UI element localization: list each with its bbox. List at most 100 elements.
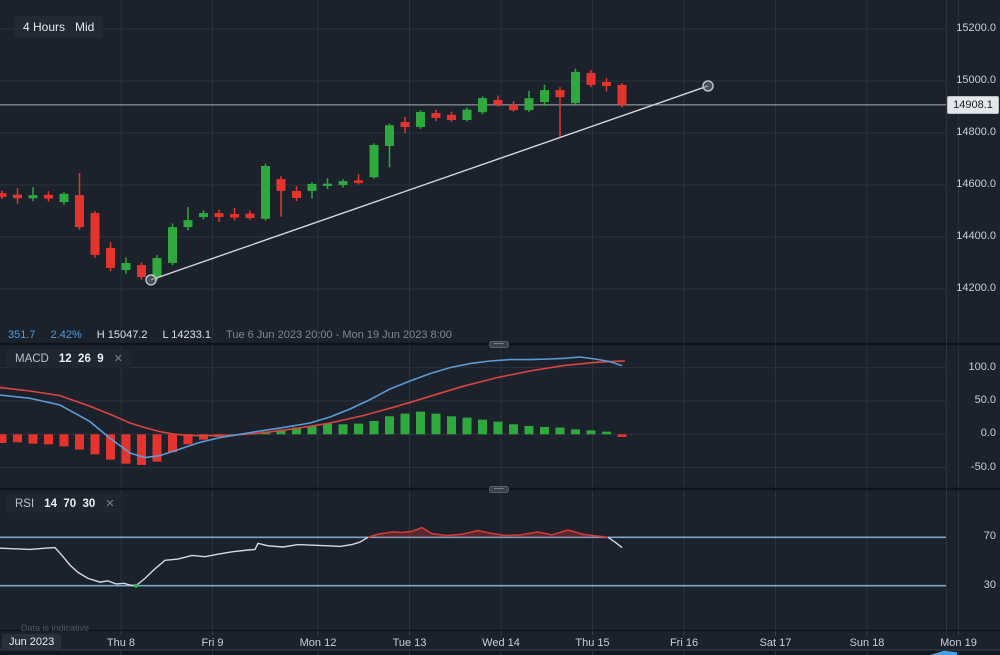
macd-histogram-bar — [586, 430, 596, 435]
macd-histogram-bar — [152, 434, 162, 462]
date-axis-label: Mon 19 — [940, 637, 977, 649]
macd-histogram-bar — [292, 427, 301, 435]
macd-panel-resize-handle[interactable] — [489, 341, 509, 348]
navigator-preview — [930, 650, 957, 655]
candle-body — [540, 90, 549, 103]
macd-histogram-bar — [602, 431, 611, 435]
candle-body — [602, 82, 611, 86]
chart-navigator[interactable] — [0, 650, 1000, 655]
macd-histogram-bar — [447, 416, 456, 435]
candle-body — [617, 84, 627, 105]
price-type-button[interactable]: Mid — [66, 16, 104, 38]
macd-histogram-bar — [571, 429, 580, 435]
macd-histogram-bar — [555, 427, 565, 435]
price-tick-label: 14200.0 — [956, 282, 996, 294]
macd-histogram-bar — [400, 413, 410, 435]
candle-body — [28, 195, 38, 199]
macd-histogram-bar — [121, 434, 131, 464]
macd-histogram-bar — [462, 417, 472, 435]
rsi-tick-label: 70 — [983, 530, 996, 543]
candle-body — [555, 90, 565, 98]
macd-histogram-bar — [75, 434, 84, 450]
rsi-line — [0, 536, 369, 587]
macd-tick-label: 0.0 — [980, 427, 996, 440]
candle-body — [59, 193, 69, 203]
macd-histogram-bar — [137, 434, 146, 465]
macd-tick-label: -50.0 — [970, 460, 996, 473]
macd-histogram-bar — [493, 421, 503, 435]
candle-body — [292, 190, 301, 198]
candle-body — [323, 183, 332, 187]
rsi-params: 14 70 30 — [44, 497, 96, 510]
macd-histogram-bar — [307, 425, 317, 435]
watermark: Data is indicative — [21, 623, 90, 633]
price-tick-label: 15000.0 — [956, 74, 996, 86]
macd-histogram-bar — [168, 434, 177, 453]
candle-body — [168, 227, 177, 263]
rsi-panel-resize-handle[interactable] — [489, 486, 509, 493]
change-value: 351.7 — [8, 329, 36, 341]
candle-body — [571, 71, 580, 104]
macd-tick-label: 50.0 — [974, 393, 996, 406]
candle-body — [354, 180, 363, 183]
candle-body — [106, 247, 115, 268]
trendline-handle-end[interactable] — [702, 80, 714, 92]
macd-tick-label: 100.0 — [968, 360, 996, 373]
candle-body — [586, 72, 596, 85]
macd-histogram-bar — [540, 426, 549, 435]
candle-body — [524, 98, 534, 111]
macd-close-icon[interactable]: ✕ — [113, 353, 123, 365]
macd-histogram-bar — [431, 413, 441, 435]
rsi-signal-dot — [134, 583, 138, 588]
macd-line — [0, 356, 623, 459]
date-axis-label: Fri 9 — [201, 637, 224, 649]
rsi-line-overbought — [367, 526, 609, 539]
candle-body — [183, 220, 193, 228]
candle-body — [44, 194, 53, 199]
candle-body — [478, 98, 487, 113]
macd-indicator-box: MACD 12 26 9 ✕ — [6, 349, 132, 368]
trendline[interactable] — [150, 85, 709, 281]
current-price-tag: 14908.1 — [947, 96, 999, 114]
price-tick-label: 14800.0 — [956, 126, 996, 138]
date-axis-label: Tue 13 — [392, 637, 427, 649]
macd-histogram-bar — [13, 434, 22, 443]
date-axis-label: Wed 14 — [482, 637, 520, 649]
macd-histogram-bar — [106, 434, 115, 460]
price-tick-label: 14400.0 — [956, 230, 996, 242]
rsi-close-icon[interactable]: ✕ — [105, 498, 115, 510]
rsi-label: RSI — [15, 497, 35, 510]
candle-body — [338, 181, 348, 185]
macd-histogram-bar — [199, 434, 208, 440]
candle-body — [369, 144, 379, 178]
macd-histogram-bar — [354, 423, 363, 435]
candle-body — [307, 183, 317, 191]
candle-body — [245, 213, 255, 219]
candle-body — [385, 125, 394, 146]
candle-body — [261, 166, 270, 219]
candle-body — [447, 114, 456, 120]
date-axis-label: Fri 16 — [669, 637, 699, 649]
macd-histogram-bar — [478, 419, 487, 435]
candle-body — [152, 258, 162, 278]
candle-body — [214, 213, 224, 217]
macd-histogram-bar — [338, 424, 348, 435]
candle-body — [400, 122, 410, 128]
high-value: H 15047.2 — [96, 329, 148, 341]
candle-body — [230, 214, 239, 218]
trendline-handle-start[interactable] — [145, 274, 157, 286]
macd-label: MACD — [15, 352, 49, 365]
macd-histogram-bar — [385, 416, 394, 435]
macd-histogram-bar — [524, 425, 534, 435]
macd-histogram-bar — [369, 420, 379, 435]
macd-histogram-bar — [59, 434, 69, 447]
date-axis-label: Thu 8 — [106, 637, 136, 649]
macd-histogram-bar — [416, 411, 425, 435]
date-axis-label: Sun 18 — [849, 637, 885, 649]
low-value: L 14233.1 — [162, 329, 212, 341]
timeframe-button[interactable]: 4 Hours — [14, 16, 75, 38]
macd-histogram-bar — [90, 434, 100, 455]
macd-signal-line — [0, 360, 626, 437]
